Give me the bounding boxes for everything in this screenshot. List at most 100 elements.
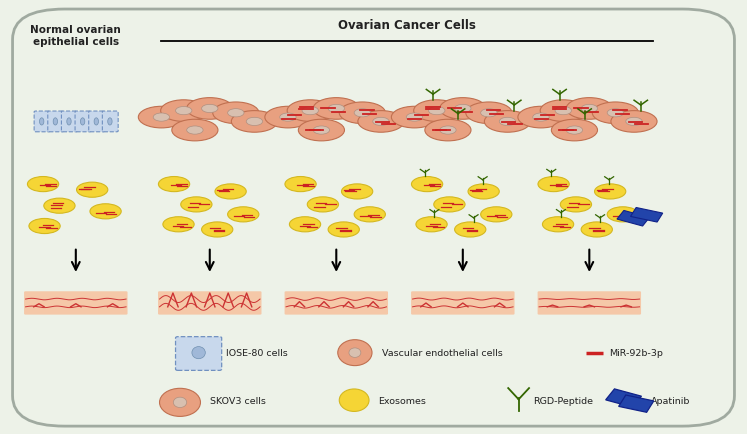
FancyBboxPatch shape: [48, 112, 63, 132]
Text: Vascular endothelial cells: Vascular endothelial cells: [382, 349, 503, 357]
Ellipse shape: [581, 222, 613, 237]
Ellipse shape: [626, 118, 642, 126]
FancyBboxPatch shape: [538, 292, 641, 315]
Ellipse shape: [581, 105, 598, 113]
Ellipse shape: [232, 112, 277, 133]
Ellipse shape: [172, 120, 218, 141]
Ellipse shape: [414, 101, 460, 122]
Ellipse shape: [173, 397, 187, 408]
Text: Apatinib: Apatinib: [651, 396, 690, 405]
Text: Ovarian Cancer Cells: Ovarian Cancer Cells: [338, 19, 476, 32]
Text: SKOV3 cells: SKOV3 cells: [210, 396, 266, 405]
Ellipse shape: [555, 107, 571, 115]
Ellipse shape: [338, 340, 372, 366]
Ellipse shape: [138, 107, 185, 128]
Ellipse shape: [499, 118, 515, 126]
Ellipse shape: [354, 109, 371, 118]
Ellipse shape: [542, 217, 574, 232]
FancyBboxPatch shape: [75, 112, 91, 132]
Ellipse shape: [538, 177, 569, 192]
Ellipse shape: [202, 222, 233, 237]
Ellipse shape: [416, 217, 447, 232]
Ellipse shape: [215, 184, 247, 200]
Ellipse shape: [518, 107, 564, 128]
Ellipse shape: [228, 109, 244, 118]
Ellipse shape: [313, 127, 329, 135]
Ellipse shape: [349, 348, 361, 358]
FancyBboxPatch shape: [158, 292, 261, 315]
Ellipse shape: [40, 118, 44, 126]
Ellipse shape: [66, 118, 71, 126]
Ellipse shape: [425, 120, 471, 141]
Text: Exosomes: Exosomes: [378, 396, 426, 405]
Ellipse shape: [161, 101, 207, 122]
Ellipse shape: [592, 103, 639, 124]
Text: IOSE-80 cells: IOSE-80 cells: [226, 349, 288, 357]
Ellipse shape: [607, 207, 639, 222]
Ellipse shape: [566, 127, 583, 135]
Ellipse shape: [354, 207, 385, 222]
Ellipse shape: [163, 217, 194, 232]
Ellipse shape: [611, 112, 657, 133]
FancyBboxPatch shape: [61, 112, 77, 132]
Polygon shape: [630, 208, 663, 223]
Ellipse shape: [228, 207, 259, 222]
FancyBboxPatch shape: [285, 292, 388, 315]
Ellipse shape: [484, 112, 530, 133]
Ellipse shape: [153, 114, 170, 122]
Ellipse shape: [440, 127, 456, 135]
Polygon shape: [606, 389, 642, 407]
Ellipse shape: [328, 105, 344, 113]
FancyBboxPatch shape: [411, 292, 515, 315]
Ellipse shape: [440, 99, 486, 120]
Ellipse shape: [540, 101, 586, 122]
Ellipse shape: [328, 222, 359, 237]
Ellipse shape: [158, 177, 190, 192]
Ellipse shape: [287, 101, 333, 122]
Ellipse shape: [213, 103, 259, 124]
Ellipse shape: [187, 99, 233, 120]
Ellipse shape: [181, 197, 212, 213]
Ellipse shape: [29, 219, 61, 234]
Ellipse shape: [53, 118, 58, 126]
Ellipse shape: [607, 109, 624, 118]
Ellipse shape: [187, 127, 203, 135]
FancyBboxPatch shape: [176, 337, 222, 371]
Ellipse shape: [533, 114, 549, 122]
Ellipse shape: [373, 118, 389, 126]
Ellipse shape: [406, 114, 423, 122]
Ellipse shape: [90, 204, 121, 219]
Ellipse shape: [412, 177, 443, 192]
Ellipse shape: [391, 107, 438, 128]
Ellipse shape: [81, 118, 85, 126]
Ellipse shape: [307, 197, 338, 213]
Ellipse shape: [202, 105, 218, 113]
Ellipse shape: [358, 112, 404, 133]
Ellipse shape: [176, 107, 192, 115]
Ellipse shape: [313, 99, 359, 120]
Ellipse shape: [595, 184, 626, 200]
Ellipse shape: [434, 197, 465, 213]
Ellipse shape: [560, 197, 592, 213]
Ellipse shape: [108, 118, 112, 126]
FancyBboxPatch shape: [102, 112, 118, 132]
Ellipse shape: [94, 118, 99, 126]
Ellipse shape: [480, 109, 497, 118]
Ellipse shape: [160, 388, 200, 417]
FancyBboxPatch shape: [24, 292, 128, 315]
Ellipse shape: [341, 184, 373, 200]
Ellipse shape: [192, 347, 205, 359]
Text: Normal ovarian
epithelial cells: Normal ovarian epithelial cells: [31, 25, 121, 46]
Ellipse shape: [247, 118, 263, 126]
Ellipse shape: [468, 184, 499, 200]
Polygon shape: [617, 211, 649, 227]
Ellipse shape: [480, 207, 512, 222]
Ellipse shape: [289, 217, 320, 232]
Ellipse shape: [298, 120, 344, 141]
Ellipse shape: [566, 99, 613, 120]
Text: RGD-Peptide: RGD-Peptide: [533, 396, 594, 405]
Ellipse shape: [285, 177, 316, 192]
Ellipse shape: [339, 103, 385, 124]
FancyBboxPatch shape: [13, 10, 734, 426]
Ellipse shape: [429, 107, 445, 115]
